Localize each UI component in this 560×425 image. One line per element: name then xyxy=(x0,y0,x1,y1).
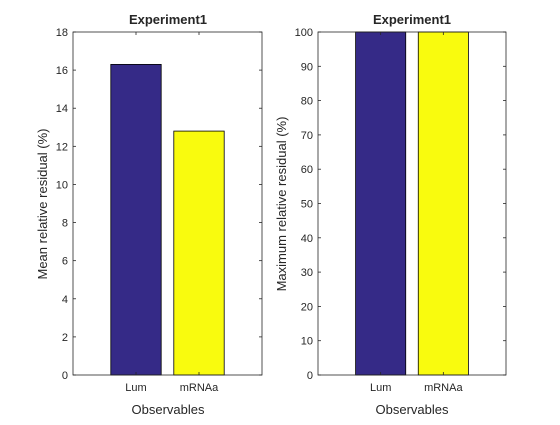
chart-left-plot: Lum mRNAa 0 2 4 6 8 10 12 14 16 18 xyxy=(56,27,263,394)
y-tick-label: 90 xyxy=(301,61,313,73)
y-tick-label: 80 xyxy=(301,96,313,108)
bar-lum xyxy=(110,63,162,376)
x-tick-label: mRNAa xyxy=(424,382,463,394)
y-tick-label: 30 xyxy=(301,267,313,279)
y-tick-label: 14 xyxy=(56,103,68,115)
chart-left-ylabel: Mean relative residual (%) xyxy=(35,128,50,279)
chart-right: Experiment1 Observables Maximum relative… xyxy=(274,12,451,417)
chart-right-title: Experiment1 xyxy=(373,12,451,27)
y-tick-label: 10 xyxy=(56,179,68,191)
y-tick-label: 0 xyxy=(62,370,68,382)
x-tick-label: mRNAa xyxy=(180,382,219,394)
chart-left-axes-box xyxy=(72,31,263,376)
bar-mrnaa xyxy=(173,130,225,376)
y-tick-label: 60 xyxy=(301,164,313,176)
y-tick-label: 70 xyxy=(301,130,313,142)
x-tick-label: Lum xyxy=(370,382,391,394)
chart-left: Experiment1 Observables Mean relative re… xyxy=(35,12,207,417)
y-tick-label: 100 xyxy=(295,27,313,39)
y-tick-label: 18 xyxy=(56,27,68,39)
y-tick-label: 20 xyxy=(301,301,313,313)
y-tick-label: 2 xyxy=(62,332,68,344)
chart-right-xlabel: Observables xyxy=(376,402,449,417)
y-tick-label: 50 xyxy=(301,199,313,211)
chart-left-plot-area xyxy=(73,32,262,375)
chart-right-ylabel: Maximum relative residual (%) xyxy=(274,117,289,292)
chart-right-plot: Lum mRNAa 0 10 20 30 40 50 60 70 80 90 100 xyxy=(295,27,507,394)
chart-right-axes-box xyxy=(317,31,507,376)
y-tick-label: 0 xyxy=(307,370,313,382)
y-tick-label: 10 xyxy=(301,336,313,348)
chart-left-xlabel: Observables xyxy=(132,402,205,417)
y-tick-label: 8 xyxy=(62,218,68,230)
bar-lum xyxy=(355,31,407,376)
y-tick-label: 12 xyxy=(56,141,68,153)
y-tick-label: 4 xyxy=(62,294,68,306)
bar-mrnaa xyxy=(417,31,469,376)
chart-right-plot-area xyxy=(318,32,506,375)
y-tick-label: 16 xyxy=(56,65,68,77)
y-tick-label: 6 xyxy=(62,256,68,268)
chart-left-title: Experiment1 xyxy=(129,12,207,27)
x-tick-label: Lum xyxy=(125,382,146,394)
y-tick-label: 40 xyxy=(301,233,313,245)
